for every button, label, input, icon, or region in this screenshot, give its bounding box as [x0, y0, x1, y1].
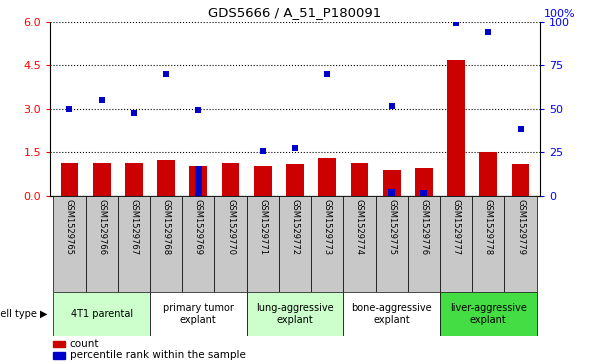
Point	[323, 71, 332, 77]
FancyBboxPatch shape	[53, 196, 86, 292]
Point	[129, 110, 139, 116]
Text: GSM1529778: GSM1529778	[484, 199, 493, 255]
Bar	[93, 163, 110, 196]
Bar	[189, 166, 207, 196]
Text: cell type ▶: cell type ▶	[0, 309, 47, 319]
Point	[97, 97, 106, 103]
Bar	[383, 170, 401, 196]
Bar	[61, 163, 78, 196]
Text: percentile rank within the sample: percentile rank within the sample	[70, 350, 245, 360]
Point	[290, 145, 300, 151]
Point	[65, 106, 74, 112]
Point	[451, 20, 461, 26]
Point	[387, 103, 396, 109]
Text: GSM1529769: GSM1529769	[194, 199, 203, 255]
Bar	[158, 160, 175, 196]
Text: GSM1529765: GSM1529765	[65, 199, 74, 255]
FancyBboxPatch shape	[86, 196, 118, 292]
FancyBboxPatch shape	[214, 196, 247, 292]
Bar	[447, 60, 465, 196]
FancyBboxPatch shape	[504, 196, 537, 292]
Text: GSM1529774: GSM1529774	[355, 199, 364, 255]
Text: GSM1529779: GSM1529779	[516, 199, 525, 255]
Point	[516, 126, 525, 132]
Text: bone-aggressive
explant: bone-aggressive explant	[351, 303, 432, 325]
FancyBboxPatch shape	[376, 196, 408, 292]
Text: 100%: 100%	[544, 9, 576, 19]
FancyBboxPatch shape	[53, 292, 150, 336]
Text: count: count	[70, 339, 99, 349]
FancyBboxPatch shape	[150, 196, 182, 292]
Bar	[53, 341, 65, 347]
Text: GSM1529770: GSM1529770	[226, 199, 235, 255]
Bar	[388, 189, 395, 196]
Bar	[222, 163, 240, 196]
Point	[258, 148, 267, 154]
FancyBboxPatch shape	[440, 292, 537, 336]
FancyBboxPatch shape	[343, 292, 440, 336]
Text: GSM1529767: GSM1529767	[129, 199, 139, 255]
FancyBboxPatch shape	[311, 196, 343, 292]
Text: GSM1529773: GSM1529773	[323, 199, 332, 255]
FancyBboxPatch shape	[118, 196, 150, 292]
FancyBboxPatch shape	[472, 196, 504, 292]
Text: GSM1529775: GSM1529775	[387, 199, 396, 255]
Text: GSM1529776: GSM1529776	[419, 199, 428, 255]
Text: GSM1529766: GSM1529766	[97, 199, 106, 255]
Bar	[480, 152, 497, 196]
Text: GSM1529771: GSM1529771	[258, 199, 267, 255]
Text: GSM1529772: GSM1529772	[290, 199, 300, 255]
Text: 4T1 parental: 4T1 parental	[71, 309, 133, 319]
FancyBboxPatch shape	[150, 292, 247, 336]
FancyBboxPatch shape	[343, 196, 376, 292]
Bar	[254, 166, 271, 196]
Bar	[350, 163, 368, 196]
Bar	[53, 352, 65, 359]
Point	[484, 29, 493, 35]
Bar	[512, 164, 529, 196]
Bar	[319, 158, 336, 196]
Text: liver-aggressive
explant: liver-aggressive explant	[450, 303, 527, 325]
Bar	[286, 164, 304, 196]
Text: GSM1529768: GSM1529768	[162, 199, 171, 255]
FancyBboxPatch shape	[408, 196, 440, 292]
Bar	[125, 163, 143, 196]
Point	[162, 71, 171, 77]
Text: lung-aggressive
explant: lung-aggressive explant	[256, 303, 334, 325]
Title: GDS5666 / A_51_P180091: GDS5666 / A_51_P180091	[208, 6, 382, 19]
Bar	[195, 166, 202, 196]
FancyBboxPatch shape	[247, 292, 343, 336]
FancyBboxPatch shape	[182, 196, 214, 292]
Bar	[420, 190, 427, 196]
Bar	[415, 168, 432, 196]
Text: GSM1529777: GSM1529777	[451, 199, 461, 255]
FancyBboxPatch shape	[440, 196, 472, 292]
FancyBboxPatch shape	[279, 196, 311, 292]
FancyBboxPatch shape	[247, 196, 279, 292]
Point	[194, 107, 203, 113]
Text: primary tumor
explant: primary tumor explant	[163, 303, 234, 325]
